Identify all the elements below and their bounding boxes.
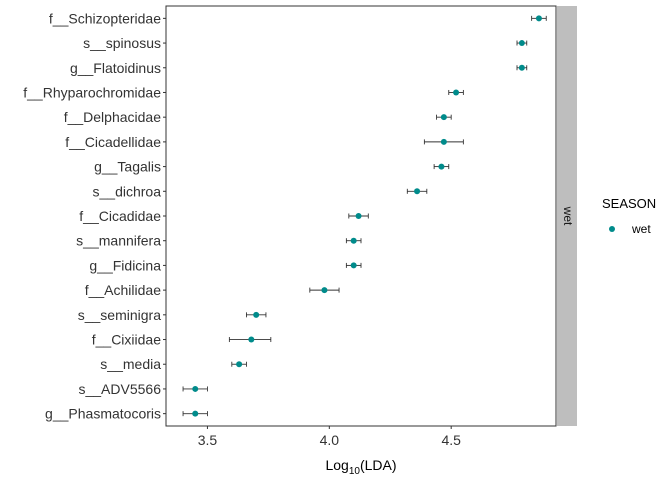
data-point (192, 385, 199, 392)
legend-key (609, 226, 615, 232)
data-point (350, 237, 357, 244)
y-tick-label: s__spinosus (83, 35, 161, 51)
data-points (192, 15, 542, 417)
x-axis-title-subscript: 10 (349, 466, 361, 477)
data-point (438, 163, 445, 170)
y-tick-label: f__Achilidae (85, 282, 161, 298)
y-tick-label: s__seminigra (78, 307, 161, 323)
x-axis-title-rest: (LDA) (360, 457, 397, 473)
plot-panel (165, 5, 557, 427)
data-point (192, 410, 199, 417)
legend-items: wet (609, 222, 651, 236)
data-point (355, 213, 362, 219)
y-axis-labels: f__Schizopteridae s__spinosus g__Flatoidin… (23, 10, 161, 421)
y-tick-label: s__dichroa (93, 183, 162, 199)
legend-title: SEASON (602, 196, 656, 211)
y-tick-label: f__Delphacidae (64, 109, 162, 125)
data-point (440, 138, 447, 145)
y-tick-label: g__Flatoidinus (70, 60, 161, 76)
data-point (518, 40, 525, 47)
facet-strip-label: wet (561, 206, 575, 226)
y-tick-label: g__Tagalis (94, 159, 161, 175)
y-tick-label: g__Phasmatocoris (45, 406, 161, 422)
facet-strip (557, 6, 577, 426)
x-axis-title-base: Log (325, 457, 348, 473)
x-axis-title: Log10(LDA) (325, 457, 396, 477)
data-point (535, 15, 542, 22)
y-tick-label: f__Rhyparochromidae (23, 84, 161, 100)
data-point (440, 114, 447, 121)
data-point (350, 262, 357, 269)
y-tick-label: f__Cicadidae (79, 208, 161, 224)
legend: SEASON wet (602, 196, 656, 236)
data-point (321, 287, 328, 294)
x-axis-labels: 3.5 4.0 4.5 (198, 432, 461, 448)
y-tick-label: f__Schizopteridae (49, 10, 161, 26)
data-point (518, 64, 525, 71)
data-point (253, 311, 260, 318)
x-tick-label: 4.0 (320, 432, 340, 448)
y-tick-label: s__media (100, 356, 161, 372)
y-tick-label: s__ADV5566 (78, 381, 161, 397)
y-tick-label: g__Fidicina (89, 257, 161, 273)
data-point (236, 361, 243, 368)
y-tick-label: s__mannifera (76, 233, 161, 249)
x-axis-ticks (206, 426, 452, 429)
legend-label: wet (631, 222, 651, 236)
y-tick-label: f__Cixiidae (92, 332, 161, 348)
error-bars (182, 15, 547, 417)
x-tick-label: 4.5 (441, 432, 461, 448)
data-point (453, 89, 460, 96)
data-point (414, 188, 421, 195)
x-tick-label: 3.5 (198, 432, 218, 448)
data-point (248, 336, 255, 343)
y-tick-label: f__Cicadellidae (65, 134, 161, 150)
